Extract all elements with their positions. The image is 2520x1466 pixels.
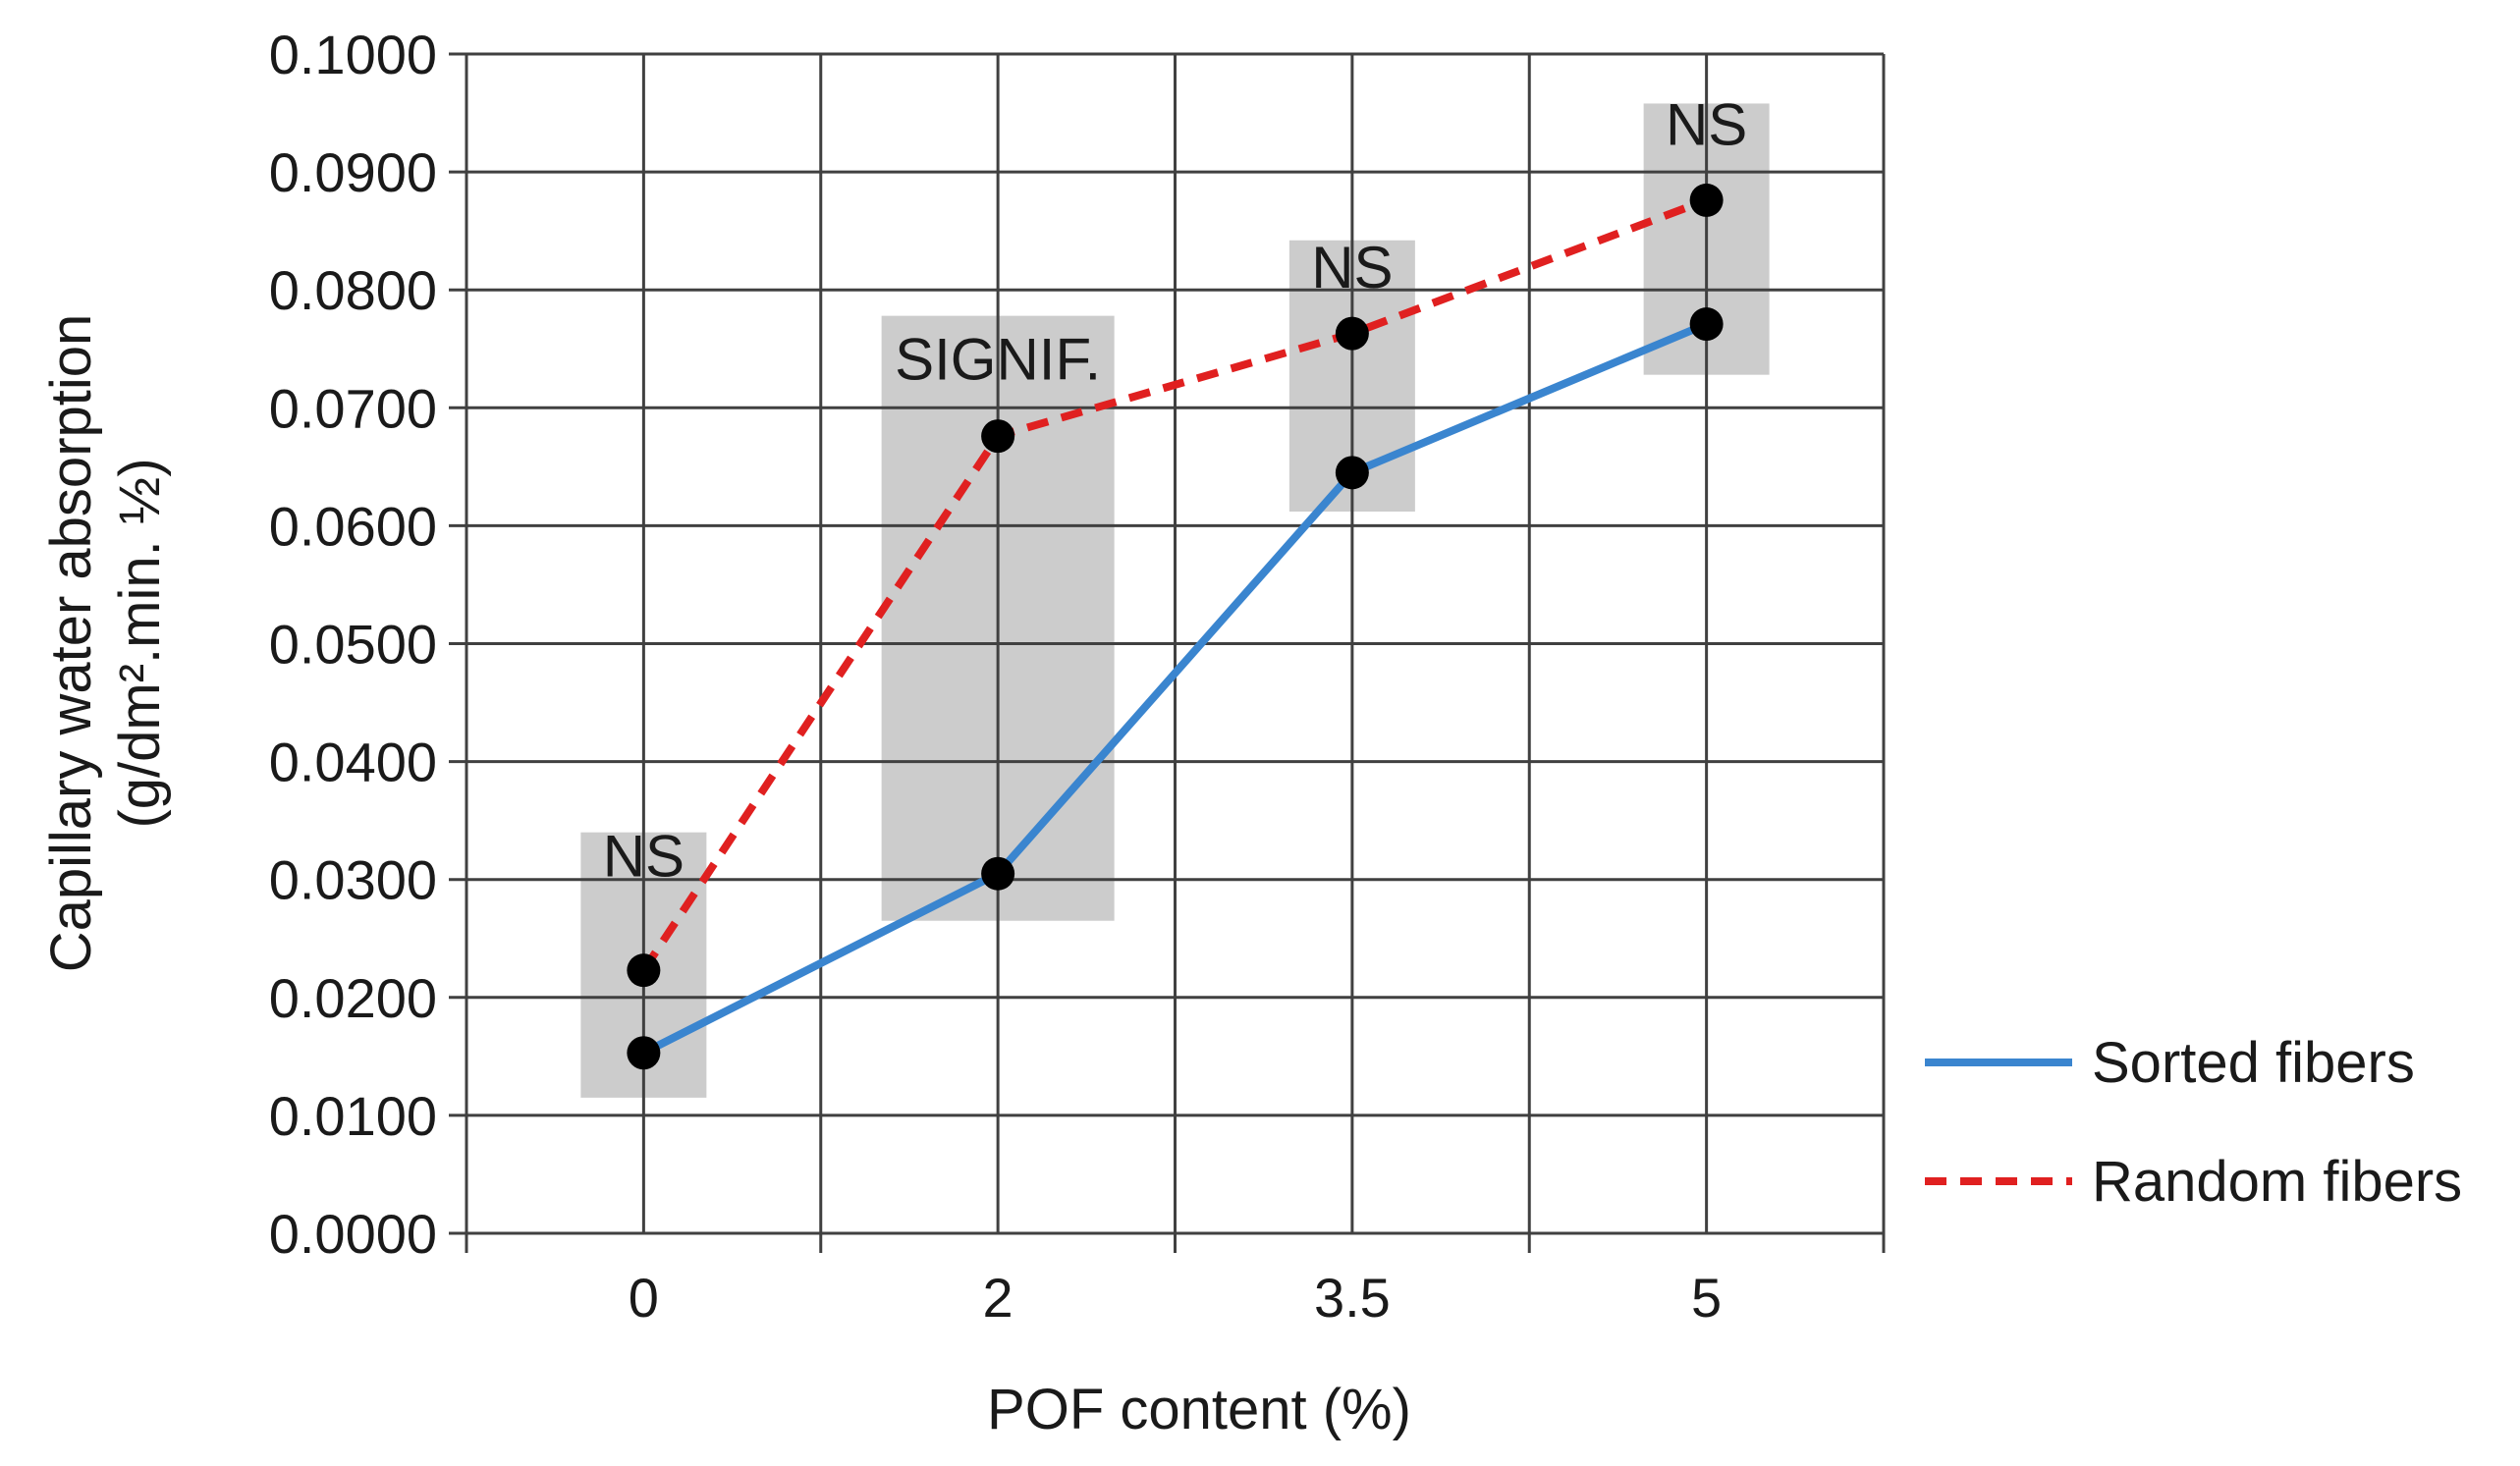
marker-s1-0 [627, 953, 661, 988]
x-tick-label-0: 0 [629, 1267, 659, 1329]
legend-label-sorted: Sorted fibers [2092, 1031, 2415, 1095]
series-line-0 [641, 320, 1709, 1057]
legend-label-random: Random fibers [2092, 1150, 2462, 1214]
annotation-labels: NS SIGNIF. NS NS [603, 91, 1748, 889]
y-tick-label-10: 0.1000 [269, 24, 437, 85]
x-tick-label-3: 5 [1691, 1267, 1722, 1329]
legend: Sorted fibers Random fibers [1925, 1031, 2462, 1214]
y-tick-label-3: 0.0300 [269, 849, 437, 911]
marker-s1-3 [1689, 183, 1724, 217]
y-tick-label-4: 0.0400 [269, 732, 437, 793]
annotation-label-0: NS [603, 824, 685, 890]
y-axis-title-line2: (g/dm².min. ½) [108, 458, 172, 828]
series-line-1 [640, 196, 1709, 973]
x-tick-label-1: 2 [983, 1267, 1013, 1329]
y-tick-label-5: 0.0500 [269, 614, 437, 676]
series-markers [627, 183, 1724, 1070]
marker-s0-0 [627, 1036, 661, 1070]
y-tick-label-9: 0.0900 [269, 141, 437, 203]
marker-s0-2 [1335, 456, 1369, 490]
y-tick-label-2: 0.0200 [269, 967, 437, 1029]
x-tick-labels: 0 2 3.5 5 [629, 1267, 1722, 1329]
y-tick-label-7: 0.0700 [269, 377, 437, 439]
y-axis-title: Capillary water absorption (g/dm².min. ½… [39, 314, 172, 973]
y-tick-label-1: 0.0100 [269, 1085, 437, 1147]
y-tick-label-0: 0.0000 [269, 1203, 437, 1265]
series-lines [640, 196, 1709, 1057]
y-tick-label-8: 0.0800 [269, 259, 437, 321]
y-axis-title-line1: Capillary water absorption [39, 314, 103, 973]
y-tick-label-6: 0.0600 [269, 495, 437, 557]
marker-s0-3 [1689, 307, 1724, 342]
annotation-label-2: NS [1311, 235, 1393, 300]
x-axis-title: POF content (%) [987, 1378, 1411, 1441]
x-tick-label-2: 3.5 [1314, 1267, 1391, 1329]
marker-s1-1 [981, 419, 1015, 454]
marker-s1-2 [1335, 316, 1369, 351]
annotation-label-1: SIGNIF. [895, 327, 1101, 393]
y-tick-labels: 0.0000 0.0100 0.0200 0.0300 0.0400 0.0500 0.06… [269, 24, 437, 1265]
annotation-label-3: NS [1666, 91, 1747, 157]
marker-s0-1 [981, 856, 1015, 891]
